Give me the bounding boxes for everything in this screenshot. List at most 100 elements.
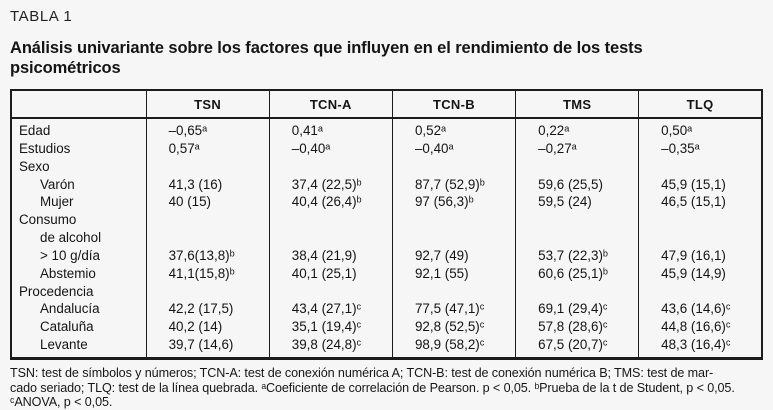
- cell-value: –0,27ᵃ: [515, 139, 639, 158]
- row-label: Andalucía: [40, 301, 100, 317]
- cell-value: [145, 211, 270, 230]
- cell-value: 97 (56,3)ᵇ: [391, 193, 516, 212]
- row-label: Cataluña: [40, 319, 94, 335]
- table-row: Estudios 0,57ᵃ –0,40ᵃ –0,40ᵃ –0,27ᵃ –0,35ᵃ: [11, 139, 762, 158]
- table-row: > 10 g/día 37,6(13,8)ᵇ 38,4 (21,9) 92,7 (49…: [11, 246, 762, 265]
- cell-value: 0,50ᵃ: [638, 118, 762, 140]
- cell-value: 45,9 (14,9): [638, 264, 762, 283]
- table-footnote: TSN: test de símbolos y números; TCN-A: …: [10, 366, 763, 410]
- cell-value: [391, 229, 516, 247]
- cell-value: 60,6 (25,1)ᵇ: [515, 264, 639, 283]
- cell-value: [391, 211, 516, 230]
- footnote-line-3: ᶜANOVA, p < 0,05.: [10, 395, 113, 410]
- cell-value: [268, 211, 393, 230]
- cell-value: 92,8 (52,5)ᶜ: [391, 318, 516, 337]
- table-title-line-2: psicométricos: [10, 59, 121, 77]
- cell-value: 45,9 (15,1): [638, 175, 762, 194]
- cell-value: [391, 282, 516, 301]
- cell-value: 35,1 (19,4)ᶜ: [268, 318, 393, 337]
- cell-value: [268, 282, 393, 301]
- row-label: Levante: [40, 337, 88, 353]
- table-row: Cataluña 40,2 (14) 35,1 (19,4)ᶜ 92,8 (52,5)…: [11, 318, 762, 337]
- table-row: Varón 41,3 (16) 37,4 (22,5)ᵇ 87,7 (52,9)ᵇ 59…: [11, 175, 762, 194]
- cell-value: 59,6 (25,5): [515, 175, 639, 194]
- row-label: Consumo: [19, 212, 77, 228]
- cell-value: [145, 157, 270, 176]
- cell-value: 59,5 (24): [515, 193, 639, 212]
- cell-value: 48,3 (16,4)ᶜ: [638, 336, 762, 359]
- table-row: Andalucía 42,2 (17,5) 43,4 (27,1)ᶜ 77,5 (47…: [11, 300, 762, 319]
- cell-value: 44,8 (16,6)ᶜ: [638, 318, 762, 337]
- cell-value: [268, 157, 393, 176]
- cell-value: 0,52ᵃ: [391, 118, 516, 140]
- cell-value: 53,7 (22,3)ᵇ: [515, 246, 639, 265]
- row-label: Procedencia: [19, 283, 94, 299]
- cell-value: 37,4 (22,5)ᵇ: [268, 175, 393, 194]
- cell-value: [515, 229, 639, 247]
- cell-value: [638, 211, 762, 230]
- row-label: de alcohol: [40, 230, 102, 246]
- table-row: Abstemio 41,1(15,8)ᵇ 40,1 (25,1) 92,1 (55) 6…: [11, 264, 762, 283]
- cell-value: [268, 229, 393, 247]
- cell-value: [515, 211, 639, 230]
- cell-value: –0,35ᵃ: [638, 139, 762, 158]
- table-kicker: TABLA 1: [10, 8, 73, 25]
- cell-value: 92,1 (55): [391, 264, 516, 283]
- row-label: Varón: [40, 176, 75, 192]
- row-label: Abstemio: [40, 265, 96, 281]
- cell-value: [638, 282, 762, 301]
- row-label: Edad: [19, 123, 51, 138]
- table-header: TSN TCN-A TCN-B TMS TLQ: [11, 90, 762, 119]
- cell-value: 0,22ᵃ: [515, 118, 639, 140]
- footnote-line-2: cado seriado; TLQ: test de la línea queb…: [10, 380, 735, 395]
- cell-value: 40 (15): [145, 193, 270, 212]
- cell-value: 92,7 (49): [391, 246, 516, 265]
- header-row: TSN TCN-A TCN-B TMS TLQ: [11, 90, 762, 119]
- table-row: Sexo: [11, 157, 762, 176]
- cell-value: 0,41ᵃ: [268, 118, 393, 140]
- row-label: Mujer: [40, 194, 74, 210]
- cell-value: 98,9 (58,2)ᶜ: [391, 336, 516, 359]
- cell-value: 40,4 (26,4)ᵇ: [268, 193, 393, 212]
- column-header: TLQ: [638, 90, 762, 119]
- cell-value: 37,6(13,8)ᵇ: [145, 246, 270, 265]
- cell-value: 39,8 (24,8)ᶜ: [268, 336, 393, 359]
- row-label: Estudios: [19, 140, 71, 156]
- footnote-line-1: TSN: test de símbolos y números; TCN-A: …: [10, 365, 714, 380]
- column-header: TCN-A: [268, 90, 393, 119]
- cell-value: –0,65ᵃ: [145, 118, 270, 140]
- cell-value: 41,3 (16): [145, 175, 270, 194]
- row-label: Sexo: [19, 158, 50, 174]
- cell-value: 87,7 (52,9)ᵇ: [391, 175, 516, 194]
- cell-value: 41,1(15,8)ᵇ: [145, 264, 270, 283]
- cell-value: 43,4 (27,1)ᶜ: [268, 300, 393, 319]
- cell-value: [145, 282, 270, 301]
- cell-value: 77,5 (47,1)ᶜ: [391, 300, 516, 319]
- cell-value: [391, 157, 516, 176]
- cell-value: 69,1 (29,4)ᶜ: [515, 300, 639, 319]
- cell-value: 42,2 (17,5): [145, 300, 270, 319]
- table-row: Consumo: [11, 211, 762, 230]
- table-row: de alcohol: [11, 229, 762, 247]
- table-row: Levante 39,7 (14,6) 39,8 (24,8)ᶜ 98,9 (58,2…: [11, 336, 762, 359]
- table-row: Mujer 40 (15) 40,4 (26,4)ᵇ 97 (56,3)ᵇ 59,5 (…: [11, 193, 762, 212]
- cell-value: –0,40ᵃ: [391, 139, 516, 158]
- cell-value: 38,4 (21,9): [268, 246, 393, 265]
- cell-value: 46,5 (15,1): [638, 193, 762, 212]
- cell-value: 67,5 (20,7)ᶜ: [515, 336, 639, 359]
- column-header: TMS: [515, 90, 639, 119]
- cell-value: 39,7 (14,6): [145, 336, 270, 359]
- column-header: TCN-B: [391, 90, 516, 119]
- cell-value: 40,1 (25,1): [268, 264, 393, 283]
- cell-value: [515, 282, 639, 301]
- cell-value: 40,2 (14): [145, 318, 270, 337]
- table-title-line-1: Análisis univariante sobre los factores …: [10, 39, 643, 57]
- table-row: Edad –0,65ᵃ 0,41ᵃ 0,52ᵃ 0,22ᵃ 0,50ᵃ: [11, 118, 762, 140]
- cell-value: 0,57ᵃ: [145, 139, 270, 158]
- cell-value: 47,9 (16,1): [638, 246, 762, 265]
- cell-value: [145, 229, 270, 247]
- column-header: TSN: [145, 90, 270, 119]
- row-label: > 10 g/día: [40, 247, 100, 263]
- table-title: Análisis univariante sobre los factores …: [10, 38, 763, 78]
